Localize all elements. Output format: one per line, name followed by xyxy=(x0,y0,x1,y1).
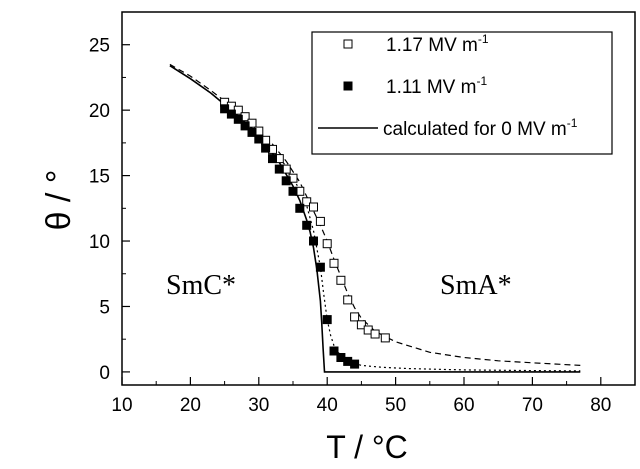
y-axis-ticks: 0 5 10 15 20 25 xyxy=(89,36,130,384)
data-point-1-11 xyxy=(247,127,257,137)
data-point-1-17 xyxy=(329,258,339,268)
legend-label: calculated for 0 MV m-1 xyxy=(383,116,578,140)
legend-entries: 1.17 MV m-1 1.11 MV m-1 calculated for 0 M… xyxy=(318,32,578,140)
legend-label-superscript: -1 xyxy=(567,116,578,130)
y-tick-label: 10 xyxy=(89,232,110,253)
x-tick-label: 20 xyxy=(180,395,201,416)
x-tick-label: 70 xyxy=(522,395,543,416)
x-tick-label: 60 xyxy=(453,395,474,416)
x-axis-label: T / °C xyxy=(326,429,408,465)
data-point-1-11 xyxy=(288,186,298,196)
data-point-1-11 xyxy=(220,104,230,114)
plot-frame xyxy=(121,11,636,386)
data-point-1-11 xyxy=(261,143,271,153)
y-tick-label: 25 xyxy=(89,36,110,57)
data-point-1-11 xyxy=(329,346,339,356)
chart-axes: 10 20 30 40 50 60 70 80 0 5 10 15 20 25 xyxy=(89,11,636,416)
data-point-1-11 xyxy=(233,114,243,124)
data-point-1-17 xyxy=(336,275,346,285)
x-tick-label: 80 xyxy=(590,395,611,416)
data-point-1-11 xyxy=(240,121,250,131)
x-axis-ticks: 10 20 30 40 50 60 70 80 xyxy=(111,377,611,416)
y-tick-label: 0 xyxy=(99,363,110,384)
data-point-1-11 xyxy=(322,315,332,325)
x-tick-label: 30 xyxy=(248,395,269,416)
data-point-1-11 xyxy=(295,203,305,213)
data-point-1-17 xyxy=(356,320,366,330)
data-point-1-17 xyxy=(302,197,312,207)
data-point-1-11 xyxy=(274,164,284,174)
y-axis-label: θ / ° xyxy=(40,170,78,231)
data-point-1-11 xyxy=(268,154,277,164)
x-tick-label: 50 xyxy=(385,395,406,416)
legend-label-superscript: -1 xyxy=(476,74,487,88)
x-tick-label: 10 xyxy=(111,395,132,416)
data-point-1-17 xyxy=(380,333,390,343)
annotation-smc: SmC* xyxy=(166,270,236,301)
y-tick-label: 5 xyxy=(99,297,110,318)
annotation-sma: SmA* xyxy=(440,270,512,301)
fit-curve-1-17 xyxy=(169,63,581,366)
legend: 1.17 MV m-1 1.11 MV m-1 calculated for 0 M… xyxy=(311,31,613,155)
data-point-1-11 xyxy=(281,176,291,186)
legend-box xyxy=(311,31,613,155)
data-point-1-17 xyxy=(315,216,325,226)
y-tick-label: 15 xyxy=(89,167,110,188)
data-point-1-11 xyxy=(302,220,312,230)
plot-markers xyxy=(220,97,390,369)
data-point-1-11 xyxy=(315,262,325,272)
data-point-1-17 xyxy=(343,295,353,305)
x-tick-label: 40 xyxy=(317,395,338,416)
legend-label: 1.11 MV m-1 xyxy=(386,74,487,98)
data-point-1-17 xyxy=(350,312,360,322)
data-point-1-11 xyxy=(254,134,264,144)
data-point-1-11 xyxy=(309,236,318,246)
legend-label: 1.17 MV m-1 xyxy=(386,32,489,56)
legend-label-superscript: -1 xyxy=(478,32,489,46)
data-point-1-17 xyxy=(309,202,318,212)
y-tick-label: 20 xyxy=(89,101,110,122)
data-point-1-11 xyxy=(350,359,360,369)
data-point-1-11 xyxy=(226,109,236,119)
legend-marker xyxy=(343,39,353,49)
data-point-1-17 xyxy=(370,329,380,339)
legend-marker xyxy=(343,81,353,91)
data-point-1-17 xyxy=(322,239,332,249)
